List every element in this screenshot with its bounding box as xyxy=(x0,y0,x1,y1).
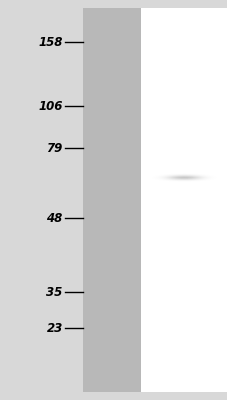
Text: 79: 79 xyxy=(46,142,62,154)
Text: 106: 106 xyxy=(38,100,62,112)
Text: 35: 35 xyxy=(46,286,62,298)
Text: 48: 48 xyxy=(46,212,62,224)
Bar xyxy=(148,8,227,392)
Bar xyxy=(83,8,141,392)
Text: 23: 23 xyxy=(46,322,62,334)
Text: 158: 158 xyxy=(38,36,62,48)
Bar xyxy=(141,8,148,392)
